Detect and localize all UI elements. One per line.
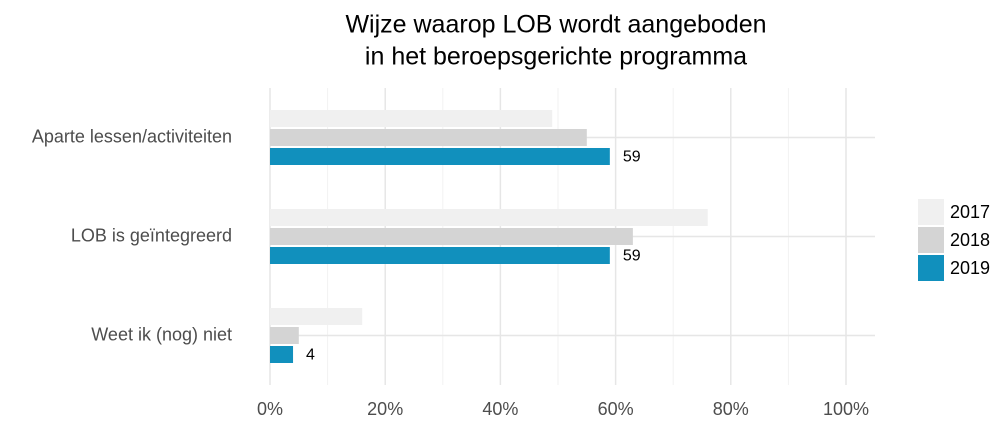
data-label: 59: [623, 149, 641, 166]
legend-label: 2018: [950, 230, 990, 250]
bar: [270, 228, 633, 245]
legend-swatch: [918, 255, 944, 281]
y-tick-label: Aparte lessen/activiteiten: [32, 126, 232, 146]
y-tick-label: LOB is geïntegreerd: [71, 225, 232, 245]
bar: [270, 209, 708, 226]
bar: [270, 129, 587, 146]
data-label: 4: [306, 347, 315, 364]
bar: [270, 247, 610, 264]
bar: [270, 148, 610, 165]
bar: [270, 327, 299, 344]
bar: [270, 308, 363, 325]
x-tick-label: 40%: [482, 399, 518, 419]
x-tick-label: 60%: [598, 399, 634, 419]
chart-title: Wijze waarop LOB wordt aangeboden: [345, 11, 766, 39]
x-tick-label: 20%: [367, 399, 403, 419]
chart-title: in het beroepsgerichte programma: [365, 43, 747, 71]
x-tick-label: 0%: [257, 399, 283, 419]
legend-label: 2019: [950, 258, 990, 278]
legend-label: 2017: [950, 202, 990, 222]
legend-swatch: [918, 227, 944, 253]
data-label: 59: [623, 248, 641, 265]
x-tick-label: 100%: [823, 399, 869, 419]
y-tick-label: Weet ik (nog) niet: [91, 324, 232, 344]
x-tick-label: 80%: [713, 399, 749, 419]
legend-swatch: [918, 199, 944, 225]
bar: [270, 346, 294, 363]
bar: [270, 110, 553, 127]
